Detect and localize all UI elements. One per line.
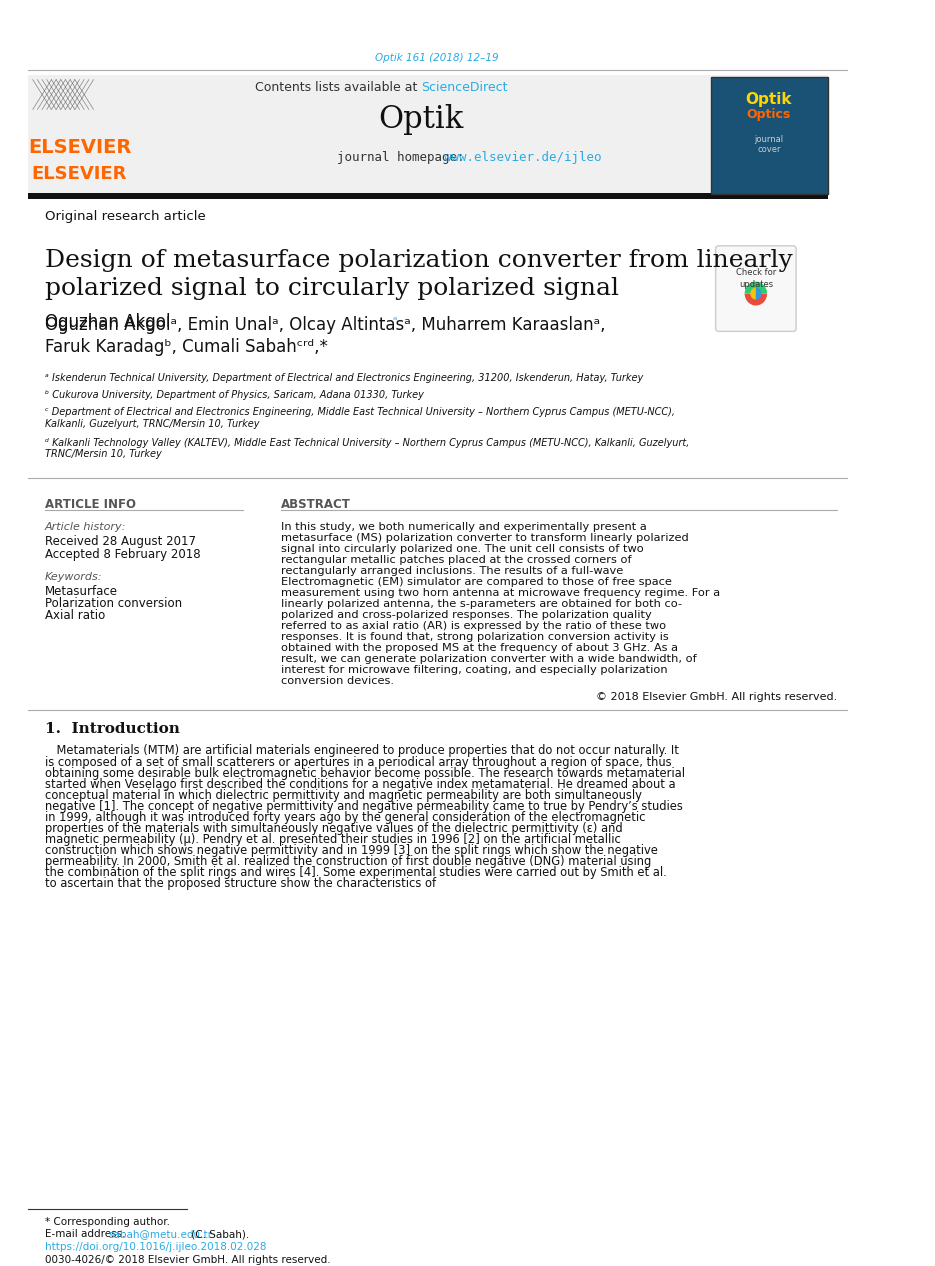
Wedge shape	[744, 294, 767, 305]
Text: www.elsevier.de/ijleo: www.elsevier.de/ijleo	[444, 151, 602, 163]
Text: Metasurface: Metasurface	[45, 585, 118, 598]
Text: E-mail address:: E-mail address:	[45, 1229, 129, 1239]
Text: ScienceDirect: ScienceDirect	[421, 81, 508, 94]
Text: ABSTRACT: ABSTRACT	[280, 498, 351, 510]
Wedge shape	[755, 287, 761, 300]
Text: In this study, we both numerically and experimentally present a: In this study, we both numerically and e…	[280, 523, 646, 533]
Text: is composed of a set of small scatterers or apertures in a periodical array thro: is composed of a set of small scatterers…	[45, 756, 671, 770]
Text: magnetic permeability (μ). Pendry et al. presented their studies in 1996 [2] on : magnetic permeability (μ). Pendry et al.…	[45, 833, 621, 846]
Text: ᵈ Kalkanli Technology Valley (KALTEV), Middle East Technical University – Northe: ᵈ Kalkanli Technology Valley (KALTEV), M…	[45, 438, 689, 460]
Bar	[711, 77, 827, 194]
Text: the combination of the split rings and wires [4]. Some experimental studies were: the combination of the split rings and w…	[45, 866, 667, 879]
Text: Electromagnetic (EM) simulator are compared to those of free space: Electromagnetic (EM) simulator are compa…	[280, 577, 671, 587]
Bar	[28, 75, 164, 194]
Text: signal into circularly polarized one. The unit cell consists of two: signal into circularly polarized one. Th…	[280, 544, 643, 555]
Text: journal
cover: journal cover	[755, 134, 784, 154]
Text: to ascertain that the proposed structure show the characteristics of: to ascertain that the proposed structure…	[45, 877, 436, 890]
Text: Optik 161 (2018) 12–19: Optik 161 (2018) 12–19	[375, 53, 498, 63]
Text: obtained with the proposed MS at the frequency of about 3 GHz. As a: obtained with the proposed MS at the fre…	[280, 643, 678, 653]
Text: Optics: Optics	[747, 108, 791, 122]
Text: Oguzhan Akgolᵃ, Emin Unalᵃ, Olcay Altintasᵃ, Muharrem Karaaslanᵃ,: Oguzhan Akgolᵃ, Emin Unalᵃ, Olcay Altint…	[45, 316, 605, 334]
Text: sabah@metu.edu.tr: sabah@metu.edu.tr	[108, 1229, 212, 1239]
Text: Original research article: Original research article	[45, 210, 206, 223]
Text: Axial ratio: Axial ratio	[45, 609, 105, 622]
Bar	[28, 192, 827, 199]
Text: Polarization conversion: Polarization conversion	[45, 598, 182, 610]
Wedge shape	[750, 287, 755, 300]
Text: https://doi.org/10.1016/j.ijleo.2018.02.028: https://doi.org/10.1016/j.ijleo.2018.02.…	[45, 1242, 266, 1252]
Text: polarized and cross-polarized responses. The polarization quality: polarized and cross-polarized responses.…	[280, 610, 652, 620]
Wedge shape	[744, 281, 767, 294]
Text: permeability. In 2000, Smith et al. realized the construction of first double ne: permeability. In 2000, Smith et al. real…	[45, 855, 651, 867]
Text: properties of the materials with simultaneously negative values of the dielectri: properties of the materials with simulta…	[45, 822, 623, 836]
Text: rectangularly arranged inclusions. The results of a full-wave: rectangularly arranged inclusions. The r…	[280, 566, 623, 576]
Text: Check for
updates: Check for updates	[736, 268, 776, 289]
Text: Design of metasurface polarization converter from linearly
polarized signal to c: Design of metasurface polarization conve…	[45, 249, 793, 300]
Text: referred to as axial ratio (AR) is expressed by the ratio of these two: referred to as axial ratio (AR) is expre…	[280, 620, 666, 630]
Text: conversion devices.: conversion devices.	[280, 676, 394, 686]
Text: responses. It is found that, strong polarization conversion activity is: responses. It is found that, strong pola…	[280, 632, 669, 642]
FancyBboxPatch shape	[28, 75, 827, 194]
Text: ELSEVIER: ELSEVIER	[28, 138, 131, 157]
Text: Contents lists available at: Contents lists available at	[254, 81, 421, 94]
Text: 1.  Introduction: 1. Introduction	[45, 723, 180, 737]
Text: * Corresponding author.: * Corresponding author.	[45, 1217, 170, 1227]
Text: negative [1]. The concept of negative permittivity and negative permeability cam: negative [1]. The concept of negative pe…	[45, 800, 683, 813]
Text: started when Veselago first described the conditions for a negative index metama: started when Veselago first described th…	[45, 779, 675, 791]
Text: Oguzhan Akgol: Oguzhan Akgol	[45, 314, 170, 332]
Text: Keywords:: Keywords:	[45, 572, 103, 582]
Text: Optik: Optik	[379, 104, 464, 135]
Text: rectangular metallic patches placed at the crossed corners of: rectangular metallic patches placed at t…	[280, 556, 631, 566]
Text: obtaining some desirable bulk electromagnetic behavior become possible. The rese: obtaining some desirable bulk electromag…	[45, 767, 685, 780]
Text: Article history:: Article history:	[45, 523, 126, 533]
Text: Accepted 8 February 2018: Accepted 8 February 2018	[45, 548, 200, 561]
Text: ELSEVIER: ELSEVIER	[32, 165, 127, 184]
Text: ᶜ Department of Electrical and Electronics Engineering, Middle East Technical Un: ᶜ Department of Electrical and Electroni…	[45, 406, 675, 429]
Text: construction which shows negative permittivity and in 1999 [3] on the split ring: construction which shows negative permit…	[45, 844, 658, 857]
Text: in 1999, although it was introduced forty years ago by the general consideration: in 1999, although it was introduced fort…	[45, 812, 645, 824]
Text: Faruk Karadagᵇ, Cumali Sabahᶜʳᵈ,*: Faruk Karadagᵇ, Cumali Sabahᶜʳᵈ,*	[45, 338, 328, 356]
Text: Received 28 August 2017: Received 28 August 2017	[45, 536, 196, 548]
Text: result, we can generate polarization converter with a wide bandwidth, of: result, we can generate polarization con…	[280, 653, 697, 663]
FancyBboxPatch shape	[715, 246, 796, 332]
Text: journal homepage:: journal homepage:	[337, 151, 472, 163]
Text: (C. Sabah).: (C. Sabah).	[188, 1229, 250, 1239]
Text: 0030-4026/© 2018 Elsevier GmbH. All rights reserved.: 0030-4026/© 2018 Elsevier GmbH. All righ…	[45, 1255, 331, 1265]
Text: ᵇ Cukurova University, Department of Physics, Saricam, Adana 01330, Turkey: ᵇ Cukurova University, Department of Phy…	[45, 390, 424, 400]
Text: metasurface (MS) polarization converter to transform linearly polarized: metasurface (MS) polarization converter …	[280, 533, 688, 543]
Text: interest for microwave filtering, coating, and especially polarization: interest for microwave filtering, coatin…	[280, 665, 668, 675]
Text: ᵃ: ᵃ	[393, 316, 397, 327]
Text: Metamaterials (MTM) are artificial materials engineered to produce properties th: Metamaterials (MTM) are artificial mater…	[45, 744, 679, 757]
Text: measurement using two horn antenna at microwave frequency regime. For a: measurement using two horn antenna at mi…	[280, 589, 720, 598]
Text: conceptual material in which dielectric permittivity and magnetic permeability a: conceptual material in which dielectric …	[45, 789, 641, 803]
Text: linearly polarized antenna, the s-parameters are obtained for both co-: linearly polarized antenna, the s-parame…	[280, 599, 682, 609]
Text: ARTICLE INFO: ARTICLE INFO	[45, 498, 136, 510]
Text: ᵃ Iskenderun Technical University, Department of Electrical and Electronics Engi: ᵃ Iskenderun Technical University, Depar…	[45, 373, 643, 384]
Text: Optik: Optik	[746, 92, 792, 108]
Text: © 2018 Elsevier GmbH. All rights reserved.: © 2018 Elsevier GmbH. All rights reserve…	[596, 691, 837, 701]
